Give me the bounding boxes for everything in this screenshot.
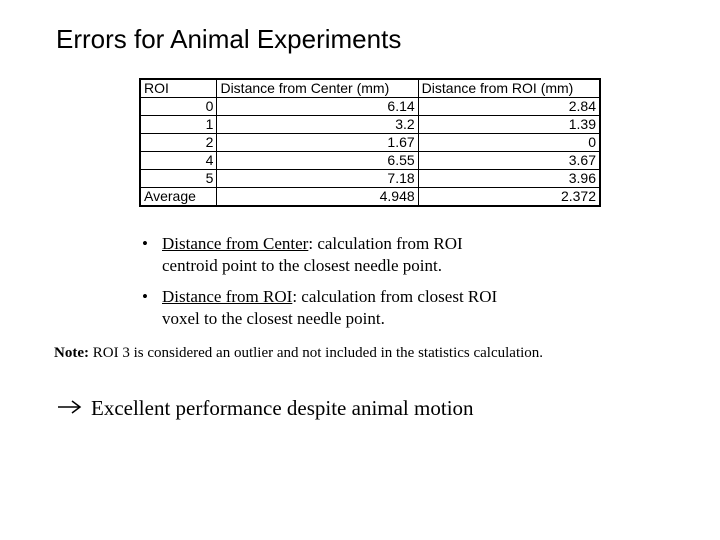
table-row: 5 7.18 3.96 [139,169,601,188]
table-row: 2 1.67 0 [139,133,601,152]
definition-term: Distance from Center [162,234,309,253]
definition-text-continued: voxel to the closest needle point. [162,309,385,328]
bullet-icon: • [142,287,148,306]
cell-roi: 4 [139,151,218,170]
conclusion-text: Excellent performance despite animal mot… [91,396,474,420]
cell-center: 7.18 [216,169,419,188]
cell-roi-distance: 2.84 [417,97,601,116]
right-arrow-icon [57,396,83,421]
cell-roi: 5 [139,169,218,188]
cell-center: 6.14 [216,97,419,116]
cell-center: 3.2 [216,115,419,134]
header-roi: ROI [139,78,218,98]
table-row: 0 6.14 2.84 [139,97,601,116]
errors-table: ROI Distance from Center (mm) Distance f… [139,78,601,207]
table-header-row: ROI Distance from Center (mm) Distance f… [139,78,601,98]
cell-roi-distance: 3.96 [417,169,601,188]
cell-average-center: 4.948 [216,187,419,207]
definition-text-continued: centroid point to the closest needle poi… [162,256,442,275]
definition-term: Distance from ROI [162,287,293,306]
outlier-note: Note: ROI 3 is considered an outlier and… [54,345,543,362]
header-distance-from-center: Distance from Center (mm) [216,78,419,98]
cell-average-label: Average [139,187,218,207]
definition-item: • Distance from ROI: calculation from cl… [140,286,580,330]
definitions-list: • Distance from Center: calculation from… [140,233,580,339]
bullet-icon: • [142,234,148,253]
table-row: 4 6.55 3.67 [139,151,601,170]
cell-roi-distance: 1.39 [417,115,601,134]
note-text: ROI 3 is considered an outlier and not i… [88,345,544,361]
cell-average-roi-distance: 2.372 [417,187,601,207]
slide-title: Errors for Animal Experiments [56,24,402,54]
note-label: Note: [54,345,89,361]
table-row: 1 3.2 1.39 [139,115,601,134]
cell-roi-distance: 0 [417,133,601,152]
cell-roi: 0 [139,97,218,116]
definition-text: : calculation from ROI [308,234,463,253]
definition-text: : calculation from closest ROI [292,287,498,306]
cell-center: 1.67 [216,133,419,152]
header-distance-from-roi: Distance from ROI (mm) [417,78,601,98]
cell-roi: 1 [139,115,218,134]
cell-roi: 2 [139,133,218,152]
cell-center: 6.55 [216,151,419,170]
definition-item: • Distance from Center: calculation from… [140,233,580,277]
conclusion: Excellent performance despite animal mot… [57,396,474,421]
cell-roi-distance: 3.67 [417,151,601,170]
table-average-row: Average 4.948 2.372 [139,187,601,207]
